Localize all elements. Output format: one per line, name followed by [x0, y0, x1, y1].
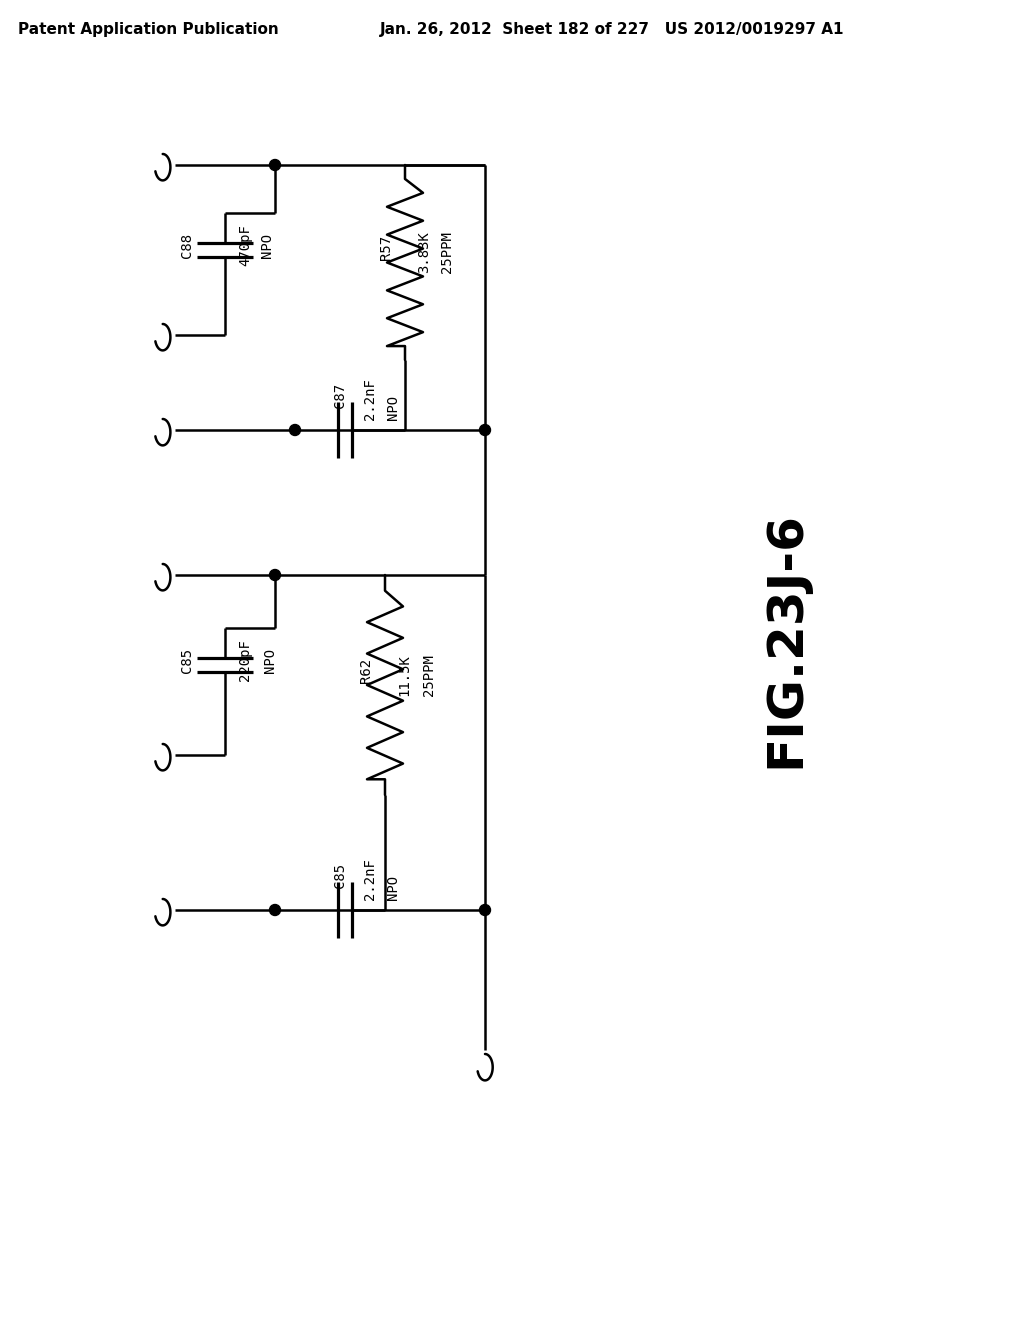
Text: C85: C85 — [180, 647, 194, 673]
Text: 25PPM: 25PPM — [422, 655, 436, 696]
Circle shape — [269, 569, 281, 581]
Text: NPO: NPO — [386, 395, 400, 420]
Circle shape — [479, 425, 490, 436]
Circle shape — [269, 160, 281, 170]
Text: 25PPM: 25PPM — [440, 231, 454, 273]
Text: 470pF: 470pF — [238, 224, 252, 265]
Text: Patent Application Publication: Patent Application Publication — [18, 22, 279, 37]
Circle shape — [479, 904, 490, 916]
Text: R62: R62 — [359, 657, 373, 682]
Text: Jan. 26, 2012  Sheet 182 of 227   US 2012/0019297 A1: Jan. 26, 2012 Sheet 182 of 227 US 2012/0… — [380, 22, 845, 37]
Text: NPO: NPO — [260, 232, 274, 257]
Circle shape — [290, 425, 300, 436]
Text: C85: C85 — [333, 863, 347, 888]
Text: 11.5K: 11.5K — [397, 655, 411, 696]
Text: C88: C88 — [180, 232, 194, 257]
Text: 3.83K: 3.83K — [417, 231, 431, 273]
Text: 2.2nF: 2.2nF — [362, 858, 377, 900]
Text: R57: R57 — [379, 235, 393, 260]
Text: 220pF: 220pF — [238, 639, 252, 681]
Text: 2.2nF: 2.2nF — [362, 378, 377, 420]
Text: FIG.23J-6: FIG.23J-6 — [761, 512, 809, 768]
Text: NPO: NPO — [386, 875, 400, 900]
Text: NPO: NPO — [263, 647, 278, 673]
Text: C87: C87 — [333, 383, 347, 408]
Circle shape — [269, 904, 281, 916]
